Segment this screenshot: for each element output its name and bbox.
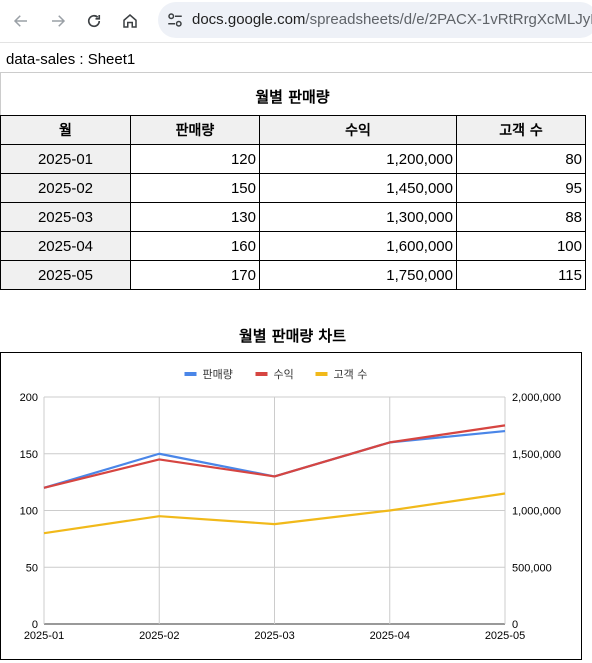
back-arrow-icon[interactable] [8, 8, 34, 34]
chart-container: 0 50 100 150 200 0 500,000 1,000,000 1,500,000 2,… [0, 352, 582, 660]
cell-revenue[interactable]: 1,200,000 [259, 144, 457, 174]
x-tick-label: 2025-04 [370, 630, 410, 642]
y-tick-label-left: 0 [32, 619, 38, 631]
legend-swatch [315, 372, 328, 376]
legend-swatch [184, 372, 197, 376]
series-line [43, 492, 506, 535]
cell-customers[interactable]: 80 [456, 144, 586, 174]
x-tick-label: 2025-03 [254, 630, 294, 642]
cell-revenue[interactable]: 1,300,000 [259, 202, 457, 232]
y-tick-label-left: 50 [26, 562, 38, 574]
home-icon[interactable] [117, 8, 143, 34]
site-settings-icon[interactable] [166, 11, 184, 29]
data-table: 월 판매량 수익 고객 수 2025-01 120 1,200,000 80 2… [0, 115, 586, 290]
cell-revenue[interactable]: 1,750,000 [259, 260, 457, 290]
column-header-month[interactable]: 월 [0, 115, 131, 145]
url-path: /spreadsheets/d/e/2PACX-1vRtRrgXcMLJyLtY… [305, 11, 592, 28]
cell-sales[interactable]: 150 [130, 173, 260, 203]
table-row: 2025-04 160 1,600,000 100 [0, 231, 586, 261]
y-tick-label-left: 200 [20, 392, 38, 404]
y-tick-label-right: 1,000,000 [512, 506, 561, 518]
column-header-customers[interactable]: 고객 수 [456, 115, 586, 145]
table-row: 2025-02 150 1,450,000 95 [0, 173, 586, 203]
legend-label: 수익 [274, 368, 294, 381]
cell-month[interactable]: 2025-01 [0, 144, 131, 174]
cell-sales[interactable]: 130 [130, 202, 260, 232]
column-header-sales[interactable]: 판매량 [130, 115, 260, 145]
x-tick-label: 2025-01 [24, 630, 64, 642]
table-title: 월별 판매량 [255, 88, 330, 106]
legend-swatch [255, 372, 268, 376]
url-domain: docs.google.com [192, 11, 306, 28]
cell-sales[interactable]: 160 [130, 231, 260, 261]
cell-month[interactable]: 2025-02 [0, 173, 131, 203]
line-chart: 0 50 100 150 200 0 500,000 1,000,000 1,500,000 2,… [20, 368, 561, 642]
cell-month[interactable]: 2025-03 [0, 202, 131, 232]
cell-customers[interactable]: 115 [456, 260, 586, 290]
browser-toolbar: docs.google.com/spreadsheets/d/e/2PACX-1… [0, 0, 592, 43]
cell-revenue[interactable]: 1,450,000 [259, 173, 457, 203]
cell-revenue[interactable]: 1,600,000 [259, 231, 457, 261]
table-header-row: 월 판매량 수익 고객 수 [0, 115, 586, 145]
cell-customers[interactable]: 100 [456, 231, 586, 261]
y-tick-label-right: 2,000,000 [512, 392, 561, 404]
cell-month[interactable]: 2025-04 [0, 231, 131, 261]
column-header-revenue[interactable]: 수익 [259, 115, 457, 145]
table-row: 2025-01 120 1,200,000 80 [0, 144, 586, 174]
x-tick-label: 2025-02 [139, 630, 179, 642]
cell-month[interactable]: 2025-05 [0, 260, 131, 290]
divider [0, 72, 592, 73]
forward-arrow-icon[interactable] [45, 8, 71, 34]
chart-title: 월별 판매량 차트 [238, 327, 347, 345]
y-tick-label-left: 150 [20, 449, 38, 461]
x-tick-label: 2025-05 [485, 630, 525, 642]
cell-customers[interactable]: 95 [456, 173, 586, 203]
address-bar[interactable]: docs.google.com/spreadsheets/d/e/2PACX-1… [158, 2, 592, 38]
url-text: docs.google.com/spreadsheets/d/e/2PACX-1… [192, 11, 592, 28]
y-tick-label-right: 500,000 [512, 562, 552, 574]
cell-customers[interactable]: 88 [456, 202, 586, 232]
table-row: 2025-03 130 1,300,000 88 [0, 202, 586, 232]
table-row: 2025-05 170 1,750,000 115 [0, 260, 586, 290]
series-line [43, 424, 506, 489]
legend-label: 고객 수 [334, 368, 368, 381]
reload-icon[interactable] [81, 8, 107, 34]
y-tick-label-right: 0 [512, 619, 518, 631]
cell-sales[interactable]: 120 [130, 144, 260, 174]
cell-sales[interactable]: 170 [130, 260, 260, 290]
y-tick-label-right: 1,500,000 [512, 449, 561, 461]
legend-label: 판매량 [203, 368, 233, 381]
sheet-name: data-sales : Sheet1 [6, 51, 136, 68]
y-tick-label-left: 100 [20, 506, 38, 518]
